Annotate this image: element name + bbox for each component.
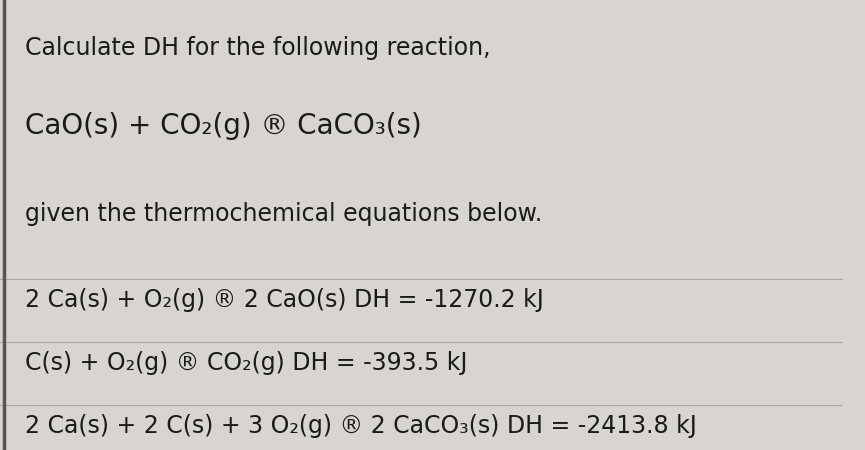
Text: 2 Ca(s) + O₂(g) ® 2 CaO(s) DH = -1270.2 kJ: 2 Ca(s) + O₂(g) ® 2 CaO(s) DH = -1270.2 … — [25, 288, 544, 312]
Text: given the thermochemical equations below.: given the thermochemical equations below… — [25, 202, 542, 226]
Text: Calculate DH for the following reaction,: Calculate DH for the following reaction, — [25, 36, 490, 60]
Text: CaO(s) + CO₂(g) ® CaCO₃(s): CaO(s) + CO₂(g) ® CaCO₃(s) — [25, 112, 422, 140]
Text: 2 Ca(s) + 2 C(s) + 3 O₂(g) ® 2 CaCO₃(s) DH = -2413.8 kJ: 2 Ca(s) + 2 C(s) + 3 O₂(g) ® 2 CaCO₃(s) … — [25, 414, 697, 438]
Text: C(s) + O₂(g) ® CO₂(g) DH = -393.5 kJ: C(s) + O₂(g) ® CO₂(g) DH = -393.5 kJ — [25, 351, 468, 375]
